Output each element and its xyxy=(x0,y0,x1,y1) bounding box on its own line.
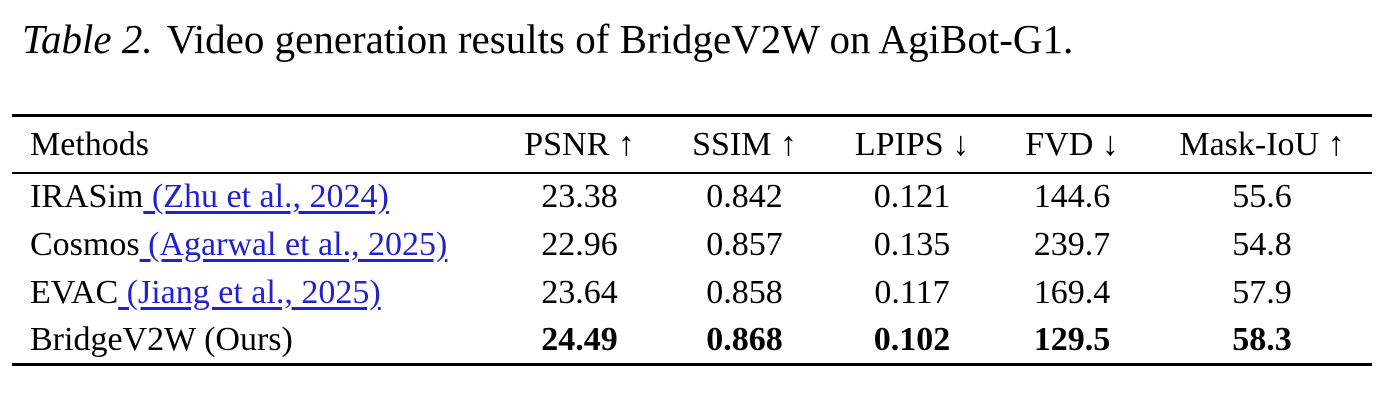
mask-iou-value: 58.3 xyxy=(1232,321,1292,358)
method-name: EVAC xyxy=(30,273,119,311)
citation-link-jiang-2025[interactable]: (Jiang et al., 2025) xyxy=(118,273,381,311)
method-name: BridgeV2W (Ours) xyxy=(30,321,293,358)
column-header-ssim: SSIM ↑ xyxy=(657,115,832,174)
table-caption-text: Video generation results of BridgeV2W on… xyxy=(166,16,1074,62)
table-row-bridgev2w-ours: BridgeV2W (Ours) 24.49 0.868 0.102 129.5… xyxy=(12,317,1372,365)
mask-iou-value: 57.9 xyxy=(1232,273,1292,311)
table-caption-label: Table 2. xyxy=(22,16,153,62)
column-header-psnr: PSNR ↑ xyxy=(502,115,657,174)
table-header-row: Methods PSNR ↑ SSIM ↑ LPIPS ↓ FVD ↓ Mask… xyxy=(12,115,1372,174)
column-header-methods: Methods xyxy=(12,115,502,174)
psnr-value: 23.64 xyxy=(541,273,618,311)
column-header-mask-iou: Mask-IoU ↑ xyxy=(1152,115,1372,174)
method-cell-evac: EVAC (Jiang et al., 2025) xyxy=(12,269,502,317)
psnr-value: 24.49 xyxy=(541,321,618,358)
table-row-irasim: IRASim (Zhu et al., 2024) 23.38 0.842 0.… xyxy=(12,173,1372,221)
lpips-value: 0.117 xyxy=(874,273,950,311)
table-caption: Table 2. Video generation results of Brid… xyxy=(0,0,1400,65)
ssim-value: 0.858 xyxy=(706,273,783,311)
table-row-evac: EVAC (Jiang et al., 2025) 23.64 0.858 0.… xyxy=(12,269,1372,317)
ssim-value: 0.857 xyxy=(706,225,783,263)
column-header-lpips: LPIPS ↓ xyxy=(832,115,992,174)
fvd-value: 169.4 xyxy=(1033,273,1111,311)
method-cell-cosmos: Cosmos (Agarwal et al., 2025) xyxy=(12,221,502,269)
psnr-value: 23.38 xyxy=(541,178,618,216)
lpips-value: 0.102 xyxy=(873,321,951,358)
method-cell-bridgev2w: BridgeV2W (Ours) xyxy=(12,317,502,365)
results-table: Methods PSNR ↑ SSIM ↑ LPIPS ↓ FVD ↓ Mask… xyxy=(12,114,1372,367)
citation-link-zhu-2024[interactable]: (Zhu et al., 2024) xyxy=(143,178,389,216)
psnr-value: 22.96 xyxy=(541,225,618,263)
method-name: Cosmos xyxy=(30,225,140,263)
lpips-value: 0.121 xyxy=(873,178,951,216)
mask-iou-value: 54.8 xyxy=(1232,225,1292,263)
method-name: IRASim xyxy=(30,178,144,216)
ssim-value: 0.868 xyxy=(706,321,783,358)
table-row-cosmos: Cosmos (Agarwal et al., 2025) 22.96 0.85… xyxy=(12,221,1372,269)
fvd-value: 239.7 xyxy=(1033,225,1111,263)
citation-link-agarwal-2025[interactable]: (Agarwal et al., 2025) xyxy=(139,225,448,263)
mask-iou-value: 55.6 xyxy=(1232,178,1292,216)
ssim-value: 0.842 xyxy=(706,178,783,216)
fvd-value: 129.5 xyxy=(1033,321,1111,358)
method-cell-irasim: IRASim (Zhu et al., 2024) xyxy=(12,173,502,221)
fvd-value: 144.6 xyxy=(1033,178,1111,216)
column-header-fvd: FVD ↓ xyxy=(992,115,1152,174)
lpips-value: 0.135 xyxy=(873,225,951,263)
